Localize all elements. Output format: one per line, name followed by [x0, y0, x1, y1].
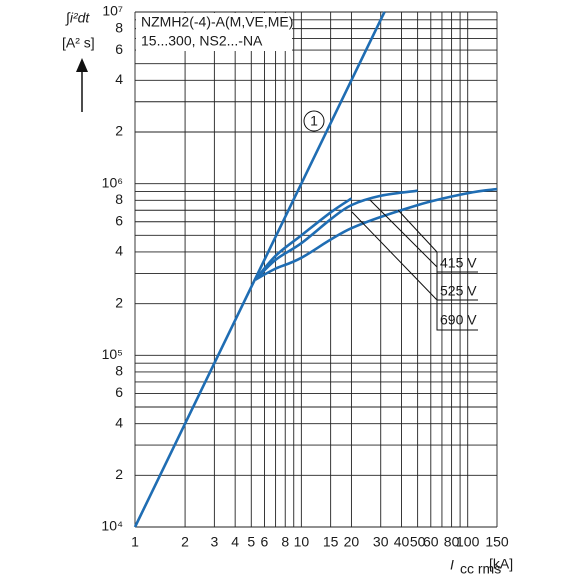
curve [254, 187, 498, 281]
x-tick-label: 40 [394, 534, 410, 550]
annotation: 1 [310, 113, 318, 129]
y-tick-label: 4 [115, 71, 123, 87]
x-label: I [450, 557, 454, 573]
y-tick-label: 8 [115, 19, 123, 35]
x-tick-label: 60 [423, 534, 439, 550]
y-tick-label: 8 [115, 191, 123, 207]
x-label-subscript: cc rms [460, 561, 501, 577]
x-label-unit: [kA] [489, 556, 513, 572]
leaders [351, 199, 478, 331]
y-tick-label: 10⁷ [102, 3, 123, 19]
y-arrow-head [76, 58, 88, 72]
y-tick-label: 6 [115, 384, 123, 400]
chart-title: NZMH2(-4)-A(M,VE,ME) [141, 14, 293, 30]
y-tick-label: 4 [115, 243, 123, 259]
title-box [136, 13, 292, 51]
y-label-unit: [A² s] [62, 35, 95, 51]
series-label: 415 V [440, 255, 477, 271]
y-tick-label: 10⁶ [102, 174, 123, 190]
x-tick-label: 1 [131, 534, 139, 550]
x-tick-label: 80 [444, 534, 460, 550]
x-tick-label: 150 [485, 534, 509, 550]
annotation-circle [303, 110, 325, 132]
curve [254, 197, 353, 281]
x-tick-label: 6 [261, 534, 269, 550]
x-tick-label: 20 [344, 534, 360, 550]
y-tick-label: 8 [115, 363, 123, 379]
y-tick-label: 2 [115, 294, 123, 310]
series-label: 690 V [440, 312, 477, 328]
x-tick-label: 30 [373, 534, 389, 550]
chart-subtitle: 15...300, NS2...-NA [141, 33, 263, 49]
series-label: 525 V [440, 283, 477, 299]
x-tick-label: 100 [456, 534, 480, 550]
x-tick-label: 50 [410, 534, 426, 550]
curve [133, 11, 386, 528]
curve [254, 189, 418, 281]
x-tick-label: 2 [181, 534, 189, 550]
y-tick-label: 2 [115, 123, 123, 139]
x-tick-label: 8 [281, 534, 289, 550]
y-label: ∫i²dt [65, 10, 90, 27]
y-tick-label: 6 [115, 41, 123, 57]
y-tick-label: 6 [115, 212, 123, 228]
x-tick-label: 4 [231, 534, 239, 550]
curves [133, 11, 498, 528]
x-tick-label: 15 [323, 534, 339, 550]
x-tick-label: 3 [210, 534, 218, 550]
y-tick-label: 10⁴ [101, 518, 123, 534]
x-tick-label: 5 [247, 534, 255, 550]
y-tick-label: 10⁵ [102, 346, 123, 362]
y-tick-label: 4 [115, 414, 123, 430]
y-tick-label: 2 [115, 466, 123, 482]
x-tick-label: 10 [294, 534, 310, 550]
